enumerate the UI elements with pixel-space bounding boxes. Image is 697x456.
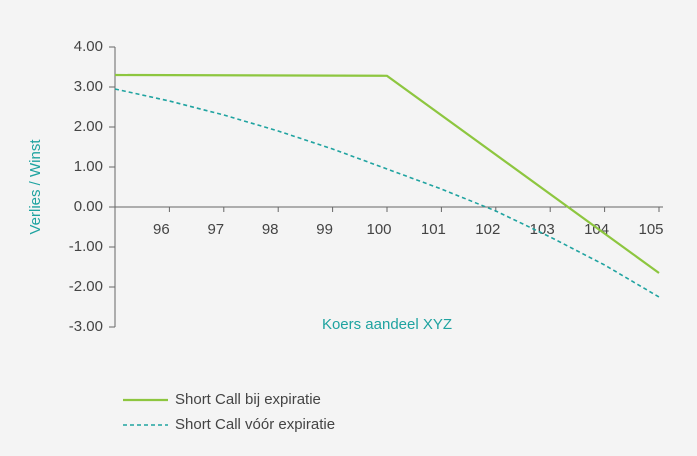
x-tick-label: 102 (475, 221, 500, 238)
y-tick-label: 2.00 (74, 118, 103, 135)
y-axis-label: Verlies / Winst (27, 139, 44, 235)
x-tick-label: 96 (153, 221, 170, 238)
y-tick-label: 0.00 (74, 198, 103, 215)
legend-label: Short Call vóór expiratie (175, 416, 335, 433)
x-tick-label: 103 (530, 221, 555, 238)
y-tick-label: -2.00 (69, 278, 103, 295)
y-tick-label: -1.00 (69, 238, 103, 255)
x-tick-label: 101 (421, 221, 446, 238)
x-tick-label: 104 (584, 221, 609, 238)
y-tick-label: 3.00 (74, 78, 103, 95)
y-tick-label: -3.00 (69, 318, 103, 335)
x-axis-label: Koers aandeel XYZ (322, 316, 452, 333)
y-tick-label: 1.00 (74, 158, 103, 175)
x-tick-label: 97 (207, 221, 224, 238)
x-tick-label: 99 (316, 221, 333, 238)
series-line (114, 88, 660, 298)
series-line (114, 73, 660, 274)
x-tick-label: 105 (638, 221, 663, 238)
x-tick-label: 100 (366, 221, 391, 238)
legend-label: Short Call bij expiratie (175, 391, 321, 408)
x-tick-label: 98 (262, 221, 279, 238)
y-tick-label: 4.00 (74, 38, 103, 55)
